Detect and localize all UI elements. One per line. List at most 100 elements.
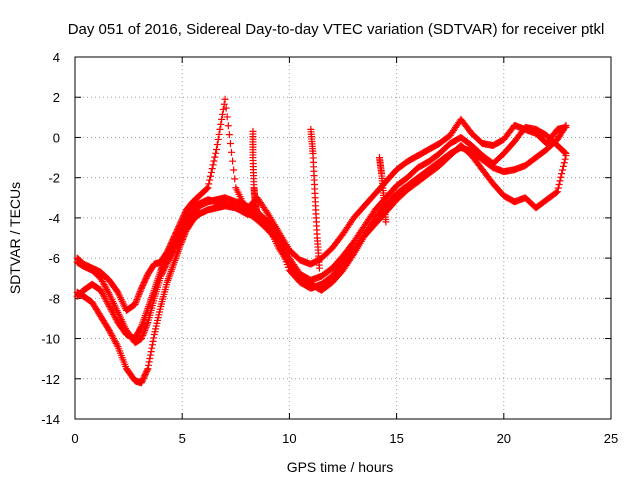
data-point: [105, 302, 113, 310]
data-point: [207, 168, 215, 176]
data-point: [101, 294, 109, 302]
data-point: [106, 328, 114, 336]
data-point: [231, 175, 239, 183]
data-point: [150, 334, 158, 342]
data-point: [132, 299, 140, 307]
data-point: [203, 185, 211, 193]
data-point: [553, 188, 561, 196]
data-point: [110, 310, 118, 318]
data-point: [137, 324, 145, 332]
x-tick-label: 15: [389, 431, 403, 446]
y-tick-label: -4: [48, 211, 60, 226]
data-point: [230, 166, 238, 174]
data-point: [205, 180, 213, 188]
data-point: [209, 161, 217, 169]
x-tick-label: 10: [282, 431, 296, 446]
data-point: [208, 165, 216, 173]
data-point: [136, 287, 144, 295]
data-point: [554, 184, 562, 192]
data-point: [217, 120, 225, 128]
data-point: [99, 279, 107, 287]
data-point: [131, 300, 139, 308]
data-point: [113, 341, 121, 349]
data-point: [213, 140, 221, 148]
data-point: [111, 338, 119, 346]
data-point: [210, 157, 218, 165]
series-track-d: [73, 95, 570, 314]
y-tick-label: -2: [48, 171, 60, 186]
data-point: [98, 288, 106, 296]
data-point: [144, 365, 152, 373]
data-point: [223, 113, 231, 121]
data-point: [100, 281, 108, 289]
data-point: [179, 234, 187, 242]
data-point: [202, 185, 210, 193]
series-spike-14h: [375, 154, 390, 226]
data-point: [220, 100, 228, 108]
data-point: [148, 344, 156, 352]
y-tick-label: 2: [53, 90, 60, 105]
data-point: [215, 130, 223, 138]
data-point: [218, 115, 226, 123]
data-point: [112, 315, 120, 323]
data-point: [113, 287, 121, 295]
data-point: [552, 189, 560, 197]
data-point: [179, 236, 187, 244]
chart-title: Day 051 of 2016, Sidereal Day-to-day VTE…: [68, 21, 605, 38]
data-point: [229, 157, 237, 165]
data-point: [561, 155, 569, 163]
data-point: [137, 335, 145, 343]
data-point: [106, 304, 114, 312]
y-tick-label: -8: [48, 291, 60, 306]
x-tick-label: 0: [71, 431, 78, 446]
data-point: [206, 176, 214, 184]
data-point: [110, 336, 118, 344]
data-point: [133, 296, 141, 304]
data-point: [228, 148, 236, 156]
data-point: [110, 335, 118, 343]
data-point: [136, 289, 144, 297]
y-tick-label: 0: [53, 130, 60, 145]
data-point: [559, 162, 567, 170]
series-track-c: [73, 141, 570, 343]
data-point: [226, 139, 234, 147]
data-point: [560, 159, 568, 167]
data-point: [225, 131, 233, 139]
data-point: [216, 125, 224, 133]
data-point: [253, 210, 261, 218]
data-point: [145, 361, 153, 369]
y-tick-label: -10: [41, 332, 60, 347]
data-point: [101, 282, 109, 290]
data-point: [109, 333, 117, 341]
data-point: [107, 306, 115, 314]
data-point: [219, 110, 227, 118]
y-tick-label: -14: [41, 412, 60, 427]
data-point: [109, 309, 117, 317]
data-point: [224, 122, 232, 130]
x-tick-label: 25: [604, 431, 618, 446]
y-tick-label: 4: [53, 50, 60, 65]
y-axis-label: SDTVAR / TECUs: [7, 182, 23, 294]
data-point: [562, 123, 570, 131]
x-tick-label: 5: [179, 431, 186, 446]
data-point: [180, 232, 188, 240]
data-point: [176, 242, 184, 250]
data-point: [134, 292, 142, 300]
data-point: [222, 104, 230, 112]
data-point: [143, 322, 151, 330]
data-point: [212, 149, 220, 157]
data-point: [207, 172, 215, 180]
data-point: [103, 298, 111, 306]
plot-frame: [74, 56, 612, 420]
data-point: [137, 286, 145, 294]
data-point: [555, 181, 563, 189]
data-point: [556, 177, 564, 185]
data-point: [102, 284, 110, 292]
data-point: [102, 296, 110, 304]
data-point: [138, 333, 146, 341]
data-point: [562, 152, 570, 160]
data-point: [134, 294, 142, 302]
data-point: [178, 237, 186, 245]
